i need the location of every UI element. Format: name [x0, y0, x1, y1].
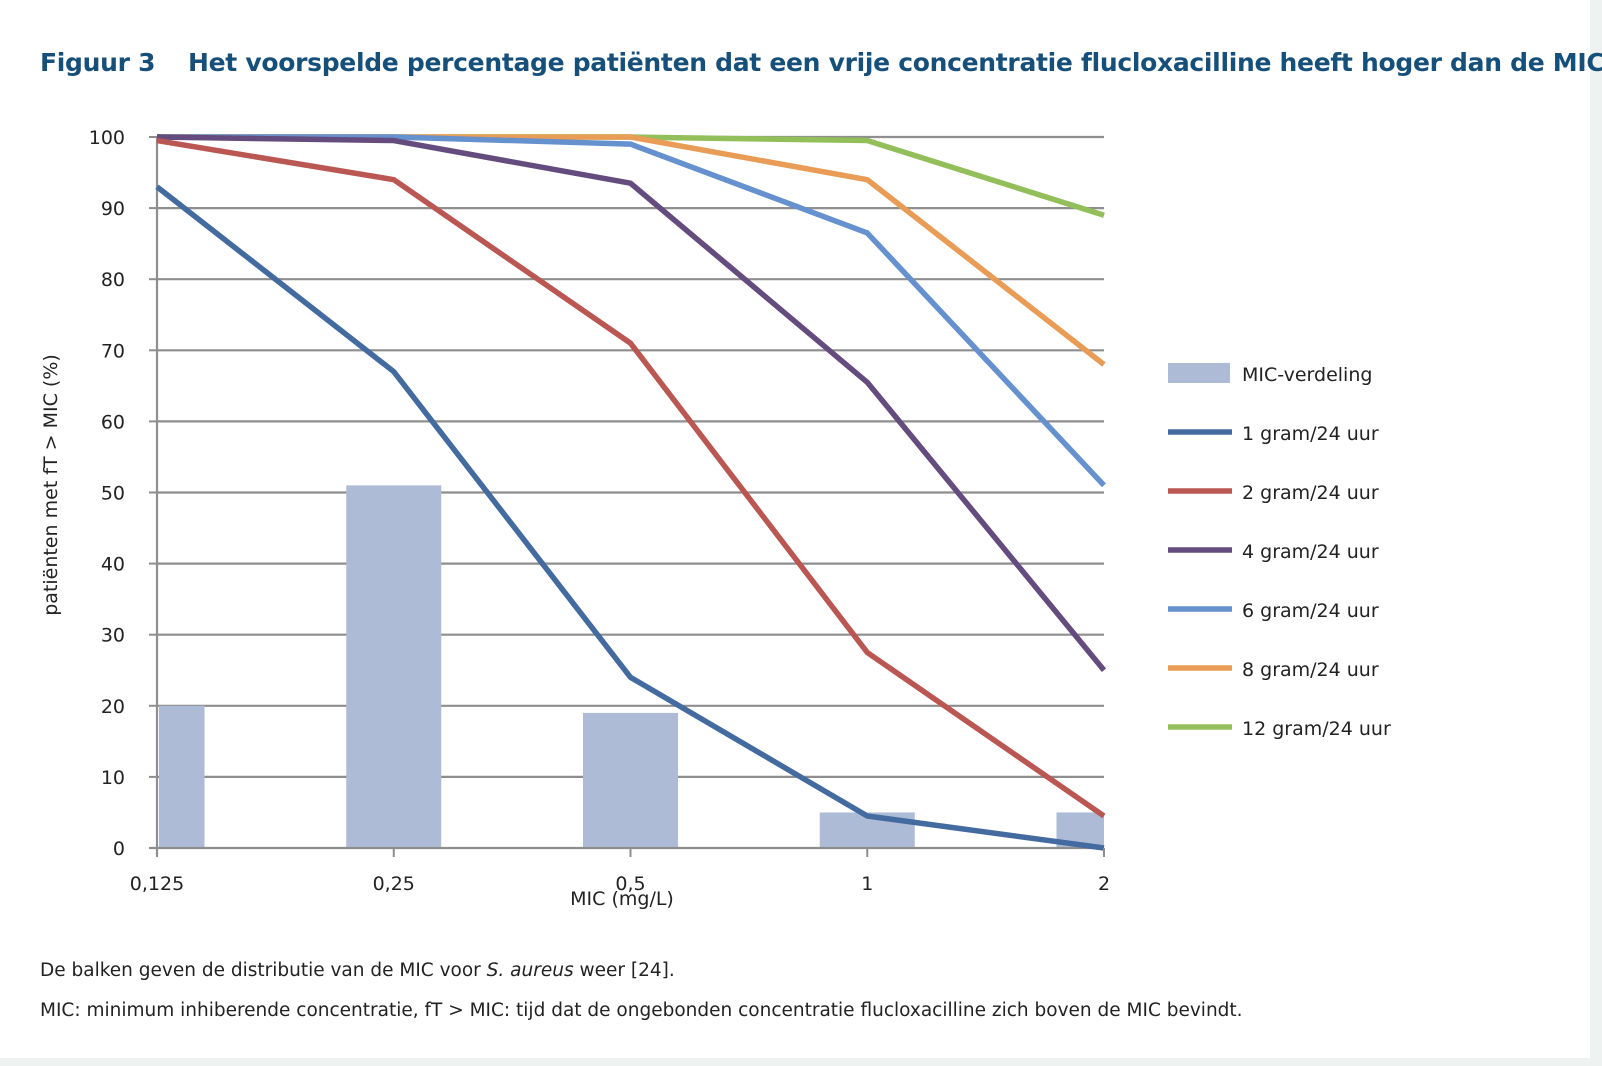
- x-tick-label-1: 1: [861, 873, 873, 895]
- x-axis-label: MIC (mg/L): [570, 888, 674, 910]
- y-tick-label-0: 0: [113, 838, 125, 860]
- bar-0,5: [583, 712, 678, 848]
- y-axis-label: patiënten met fT > MIC (%): [40, 354, 62, 616]
- legend-label-2-gram-24-uur: 2 gram/24 uur: [1242, 482, 1379, 504]
- series-line-2-gram-24-uur: [156, 137, 1106, 819]
- y-tick-label-40: 40: [101, 554, 125, 576]
- y-axis-ticks: 0 10 20 30 40 50 60 70 80 90 100: [89, 127, 125, 860]
- series-line-4-gram-24-uur: [156, 134, 1107, 672]
- y-tick-label-20: 20: [101, 696, 125, 718]
- footnote-abbreviations: MIC: minimum inhiberende concentratie, f…: [40, 1000, 1243, 1021]
- footnote-bars: De balken geven de distributie van de MI…: [40, 960, 675, 981]
- x-tick-label-0,125: 0,125: [130, 873, 184, 895]
- bar-0,125: [159, 705, 205, 848]
- legend-label-4-gram-24-uur: 4 gram/24 uur: [1242, 541, 1379, 563]
- footnote-bars-text: De balken geven de distributie van de MI…: [40, 960, 487, 981]
- y-tick-label-70: 70: [101, 340, 125, 362]
- y-tick-label-30: 30: [101, 625, 125, 647]
- footnote-species: S. aureus: [486, 960, 574, 981]
- legend-swatch-mic-verdeling: [1168, 363, 1230, 383]
- chart-gridlines: [157, 135, 1104, 779]
- y-tick-label-50: 50: [101, 483, 125, 505]
- chart: 0 10 20 30 40 50 60 70 80 90 100 0,125 0,25 0,5 1 2 pa…: [40, 127, 1391, 910]
- legend-label-mic-verdeling: MIC-verdeling: [1242, 364, 1372, 386]
- x-tick-label-0,5: 0,5: [615, 873, 645, 895]
- legend-label-8-gram-24-uur: 8 gram/24 uur: [1242, 659, 1379, 681]
- series-line-1-gram-24-uur: [155, 184, 1105, 851]
- series-line-6-gram-24-uur: [157, 134, 1107, 488]
- legend-label-12-gram-24-uur: 12 gram/24 uur: [1242, 718, 1391, 740]
- y-tick-label-90: 90: [101, 198, 125, 220]
- legend-label-1-gram-24-uur: 1 gram/24 uur: [1242, 423, 1379, 445]
- y-tick-label-10: 10: [101, 767, 125, 789]
- chart-legend: MIC-verdeling 1 gram/24 uur 2 gram/24 uur 4…: [1168, 363, 1391, 740]
- chart-lines: [155, 134, 1107, 851]
- chart-axes: [149, 136, 1104, 856]
- series-line-12-gram-24-uur: [157, 134, 1105, 218]
- footnote-bars-ref: weer [24].: [573, 960, 675, 981]
- figure-label: Figuur 3: [40, 48, 156, 77]
- x-tick-label-0,25: 0,25: [373, 873, 415, 895]
- y-tick-label-60: 60: [101, 411, 125, 433]
- figure-title: Figuur 3 Het voorspelde percentage patiën…: [40, 48, 1602, 77]
- legend-label-6-gram-24-uur: 6 gram/24 uur: [1242, 600, 1379, 622]
- x-axis-ticks: 0,125 0,25 0,5 1 2: [130, 848, 1110, 895]
- chart-bars: [159, 485, 1104, 848]
- x-tick-label-2: 2: [1098, 873, 1110, 895]
- bar-0,25: [346, 485, 442, 848]
- figure-title-text: Het voorspelde percentage patiënten dat …: [188, 48, 1602, 77]
- y-tick-label-80: 80: [101, 269, 125, 291]
- y-tick-label-100: 100: [89, 127, 125, 149]
